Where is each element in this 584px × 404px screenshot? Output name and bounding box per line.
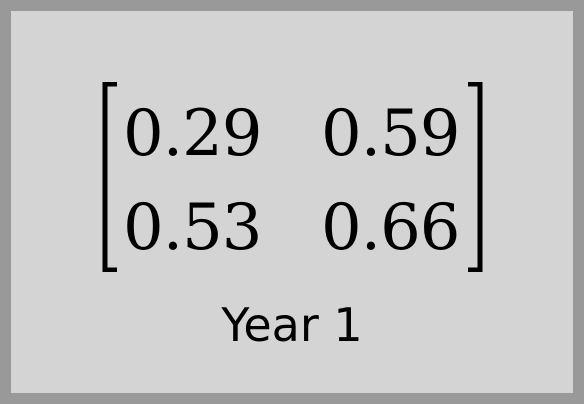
- matrix-cell-r1c2: 0.59: [321, 97, 460, 171]
- left-bracket: [101, 82, 119, 272]
- matrix-caption: Year 1: [221, 298, 363, 352]
- matrix-cell-r2c2: 0.66: [321, 191, 460, 265]
- right-bracket: [466, 82, 484, 272]
- matrix: 0.29 0.59 0.53 0.66: [101, 82, 484, 272]
- matrix-cell-r1c1: 0.29: [123, 97, 262, 171]
- matrix-cell-r2c1: 0.53: [123, 191, 262, 265]
